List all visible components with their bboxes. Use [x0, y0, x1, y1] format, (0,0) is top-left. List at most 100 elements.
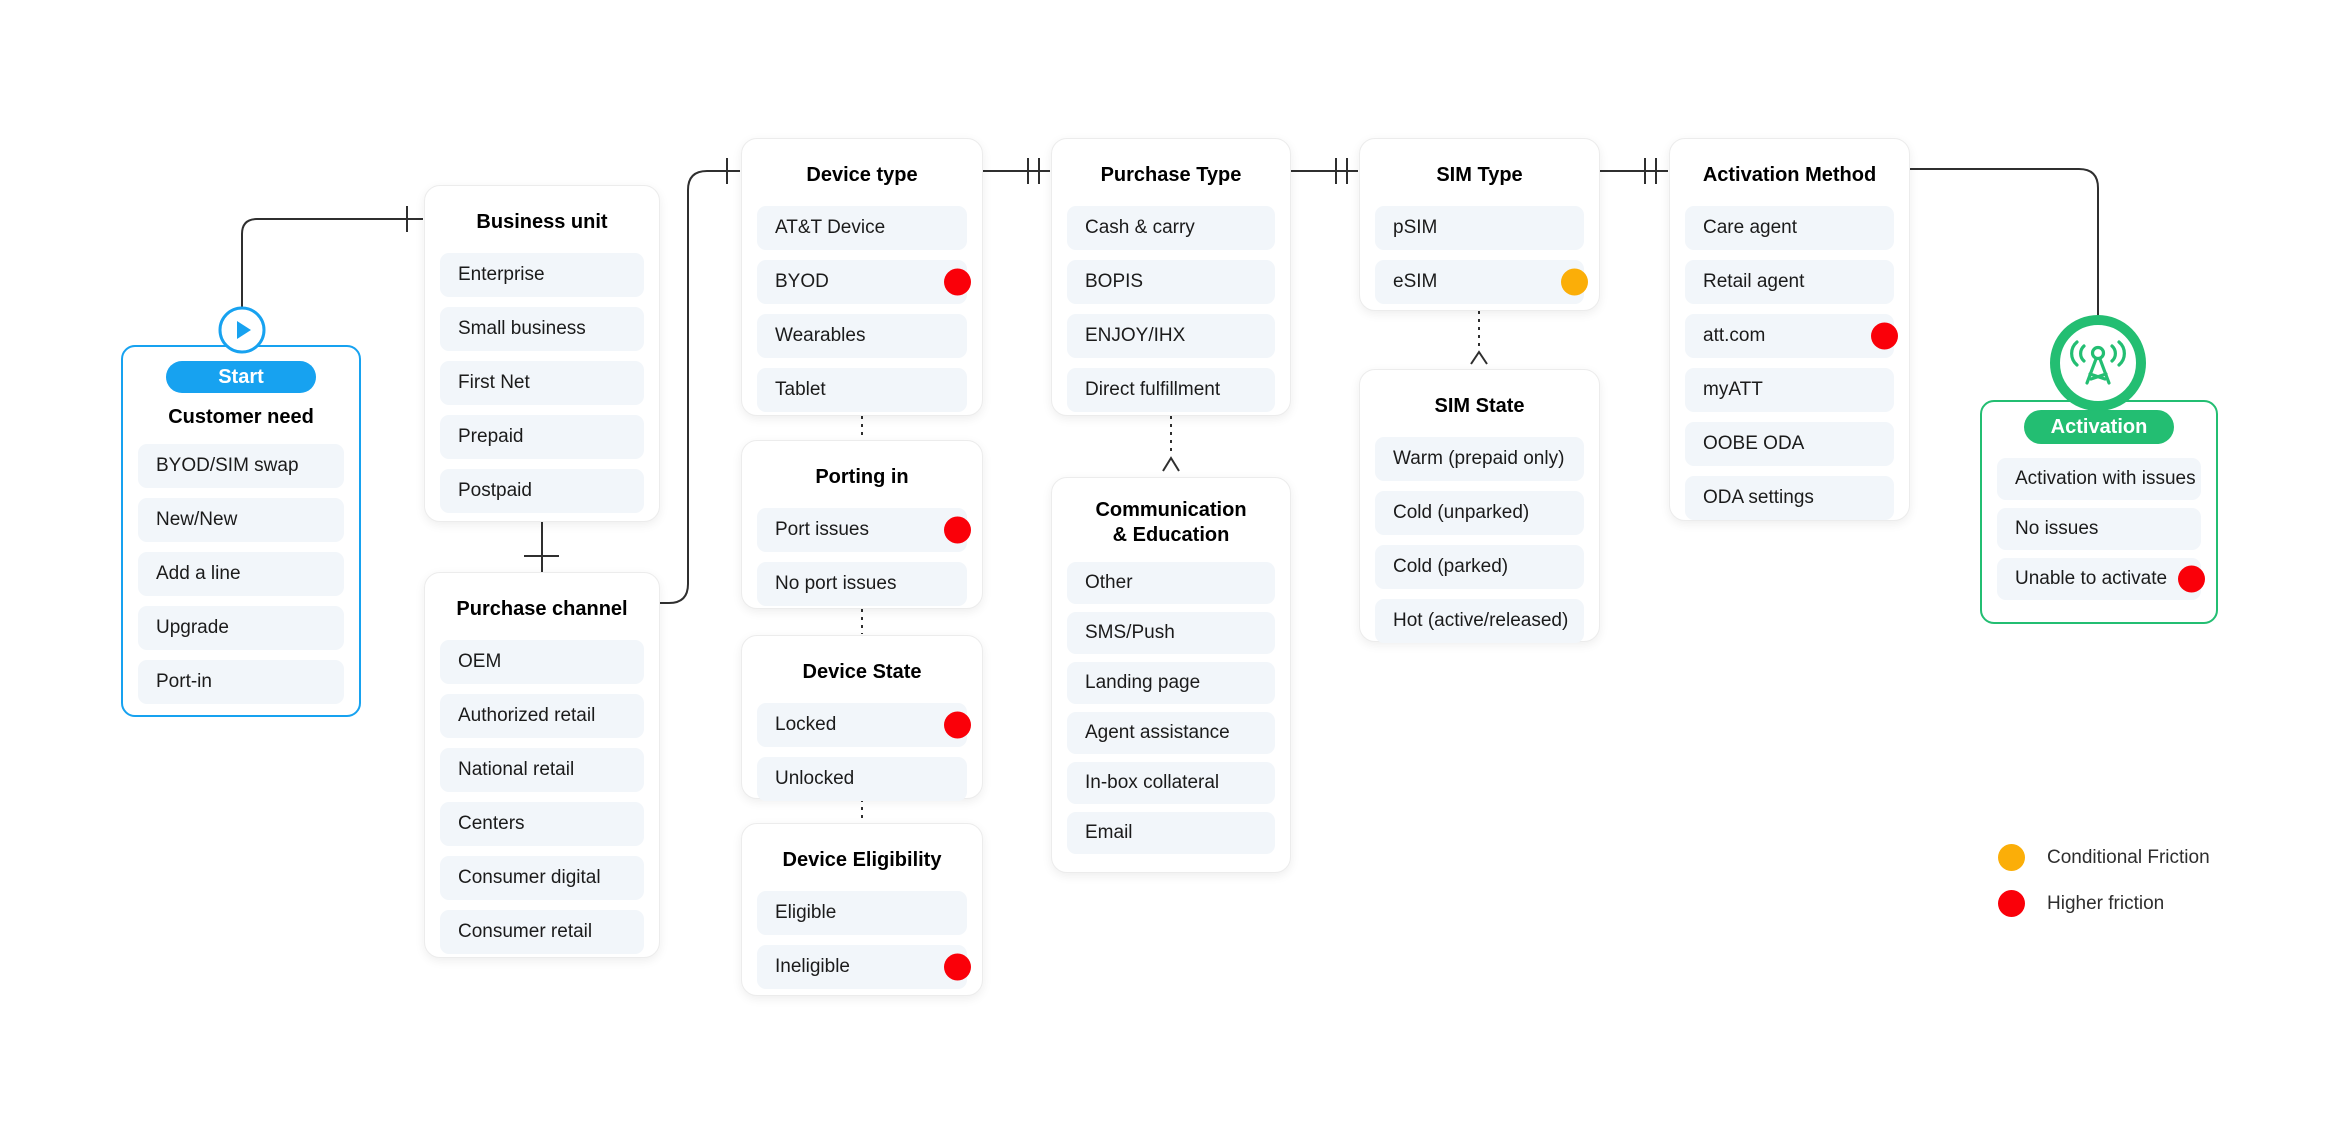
item-label: Postpaid: [458, 480, 532, 501]
item-label: No port issues: [775, 573, 897, 594]
item-label: pSIM: [1393, 217, 1438, 238]
item-label: Unable to activate: [2015, 568, 2168, 589]
node-enterprise[interactable]: Enterprise: [440, 253, 644, 297]
item-label: Port-in: [156, 671, 212, 692]
item-label: Wearables: [775, 325, 866, 346]
node-warm-prepaid[interactable]: Warm (prepaid only): [1375, 437, 1584, 481]
node-authorized-retail[interactable]: Authorized retail: [440, 694, 644, 738]
start-badge[interactable]: Start: [166, 361, 316, 393]
connector-purchase-channel-to-device-type: [660, 170, 740, 604]
legend-label: Higher friction: [2047, 892, 2165, 914]
play-icon: [218, 306, 266, 354]
node-wearables[interactable]: Wearables: [757, 314, 967, 358]
item-label: Cash & carry: [1085, 217, 1195, 238]
item-label: OOBE ODA: [1703, 433, 1805, 454]
device-state-box: Device State Locked Unlocked: [741, 635, 983, 801]
node-byod[interactable]: BYOD: [757, 260, 971, 304]
node-att-com[interactable]: att.com: [1685, 314, 1898, 358]
node-add-a-line[interactable]: Add a line: [138, 552, 344, 596]
node-prepaid[interactable]: Prepaid: [440, 415, 644, 459]
conditional-friction-dot: [1998, 844, 2025, 871]
node-no-port-issues[interactable]: No port issues: [757, 562, 967, 606]
node-oobe-oda[interactable]: OOBE ODA: [1685, 422, 1894, 466]
node-oda-settings[interactable]: ODA settings: [1685, 476, 1894, 520]
friction-dot: [944, 711, 971, 739]
node-port-in[interactable]: Port-in: [138, 660, 344, 704]
item-label: Agent assistance: [1085, 722, 1230, 743]
node-oem[interactable]: OEM: [440, 640, 644, 684]
item-label: AT&T Device: [775, 217, 886, 238]
node-bopis[interactable]: BOPIS: [1067, 260, 1275, 304]
item-label: Add a line: [156, 563, 241, 584]
node-upgrade[interactable]: Upgrade: [138, 606, 344, 650]
item-label: No issues: [2015, 518, 2099, 539]
item-label: Authorized retail: [458, 705, 596, 726]
node-myatt[interactable]: myATT: [1685, 368, 1894, 412]
item-label: SMS/Push: [1085, 622, 1175, 643]
node-hot-active-released[interactable]: Hot (active/released): [1375, 599, 1584, 643]
node-consumer-retail[interactable]: Consumer retail: [440, 910, 644, 954]
node-other[interactable]: Other: [1067, 562, 1275, 604]
node-cash-carry[interactable]: Cash & carry: [1067, 206, 1275, 250]
legend-item-higher-friction: Higher friction: [1998, 890, 2210, 917]
node-ineligible[interactable]: Ineligible: [757, 945, 971, 989]
node-cold-unparked[interactable]: Cold (unparked): [1375, 491, 1584, 535]
node-byod-sim-swap[interactable]: BYOD/SIM swap: [138, 444, 344, 488]
node-first-net[interactable]: First Net: [440, 361, 644, 405]
friction-dot: [2178, 565, 2205, 593]
node-sms-push[interactable]: SMS/Push: [1067, 612, 1275, 654]
communication-education-box: Communication & Education Other SMS/Push…: [1051, 477, 1291, 873]
item-label: Consumer digital: [458, 867, 601, 888]
node-locked[interactable]: Locked: [757, 703, 971, 747]
box-title: Purchase Type: [1100, 164, 1242, 186]
item-label: Centers: [458, 813, 525, 834]
legend-item-conditional-friction: Conditional Friction: [1998, 844, 2210, 871]
start-box: Start Customer need BYOD/SIM swap New/Ne…: [121, 345, 361, 717]
node-psim[interactable]: pSIM: [1375, 206, 1584, 250]
node-consumer-digital[interactable]: Consumer digital: [440, 856, 644, 900]
item-label: BYOD: [775, 271, 829, 292]
node-care-agent[interactable]: Care agent: [1685, 206, 1894, 250]
node-new-new[interactable]: New/New: [138, 498, 344, 542]
item-label: Upgrade: [156, 617, 229, 638]
node-cold-parked[interactable]: Cold (parked): [1375, 545, 1584, 589]
item-label: Care agent: [1703, 217, 1798, 238]
sim-state-box: SIM State Warm (prepaid only) Cold (unpa…: [1359, 369, 1600, 643]
node-centers[interactable]: Centers: [440, 802, 644, 846]
cell-tower-icon: [2050, 315, 2146, 411]
node-national-retail[interactable]: National retail: [440, 748, 644, 792]
node-esim[interactable]: eSIM: [1375, 260, 1588, 304]
friction-dot: [1871, 322, 1898, 350]
node-no-issues[interactable]: No issues: [1997, 508, 2201, 550]
item-label: Eligible: [775, 902, 837, 923]
node-eligible[interactable]: Eligible: [757, 891, 967, 935]
box-title: Activation Method: [1702, 164, 1877, 186]
node-unlocked[interactable]: Unlocked: [757, 757, 967, 801]
arrowhead: [1470, 350, 1488, 365]
node-att-device[interactable]: AT&T Device: [757, 206, 967, 250]
node-direct-fulfillment[interactable]: Direct fulfillment: [1067, 368, 1275, 412]
node-unable-to-activate[interactable]: Unable to activate: [1997, 558, 2205, 600]
activation-badge[interactable]: Activation: [2024, 410, 2174, 444]
node-port-issues[interactable]: Port issues: [757, 508, 971, 552]
item-label: Landing page: [1085, 672, 1201, 693]
higher-friction-dot: [1998, 890, 2025, 917]
item-label: Enterprise: [458, 264, 545, 285]
item-label: OEM: [458, 651, 502, 672]
box-title: Porting in: [815, 466, 909, 488]
node-enjoy-ihx[interactable]: ENJOY/IHX: [1067, 314, 1275, 358]
node-landing-page[interactable]: Landing page: [1067, 662, 1275, 704]
node-postpaid[interactable]: Postpaid: [440, 469, 644, 513]
node-tablet[interactable]: Tablet: [757, 368, 967, 412]
node-small-business[interactable]: Small business: [440, 307, 644, 351]
item-label: New/New: [156, 509, 238, 530]
item-label: att.com: [1703, 325, 1766, 346]
node-inbox-collateral[interactable]: In-box collateral: [1067, 762, 1275, 804]
node-agent-assistance[interactable]: Agent assistance: [1067, 712, 1275, 754]
item-label: Direct fulfillment: [1085, 379, 1221, 400]
node-retail-agent[interactable]: Retail agent: [1685, 260, 1894, 304]
node-email[interactable]: Email: [1067, 812, 1275, 854]
node-activation-with-issues[interactable]: Activation with issues: [1997, 458, 2201, 500]
item-label: Tablet: [775, 379, 826, 400]
item-label: Locked: [775, 714, 837, 735]
